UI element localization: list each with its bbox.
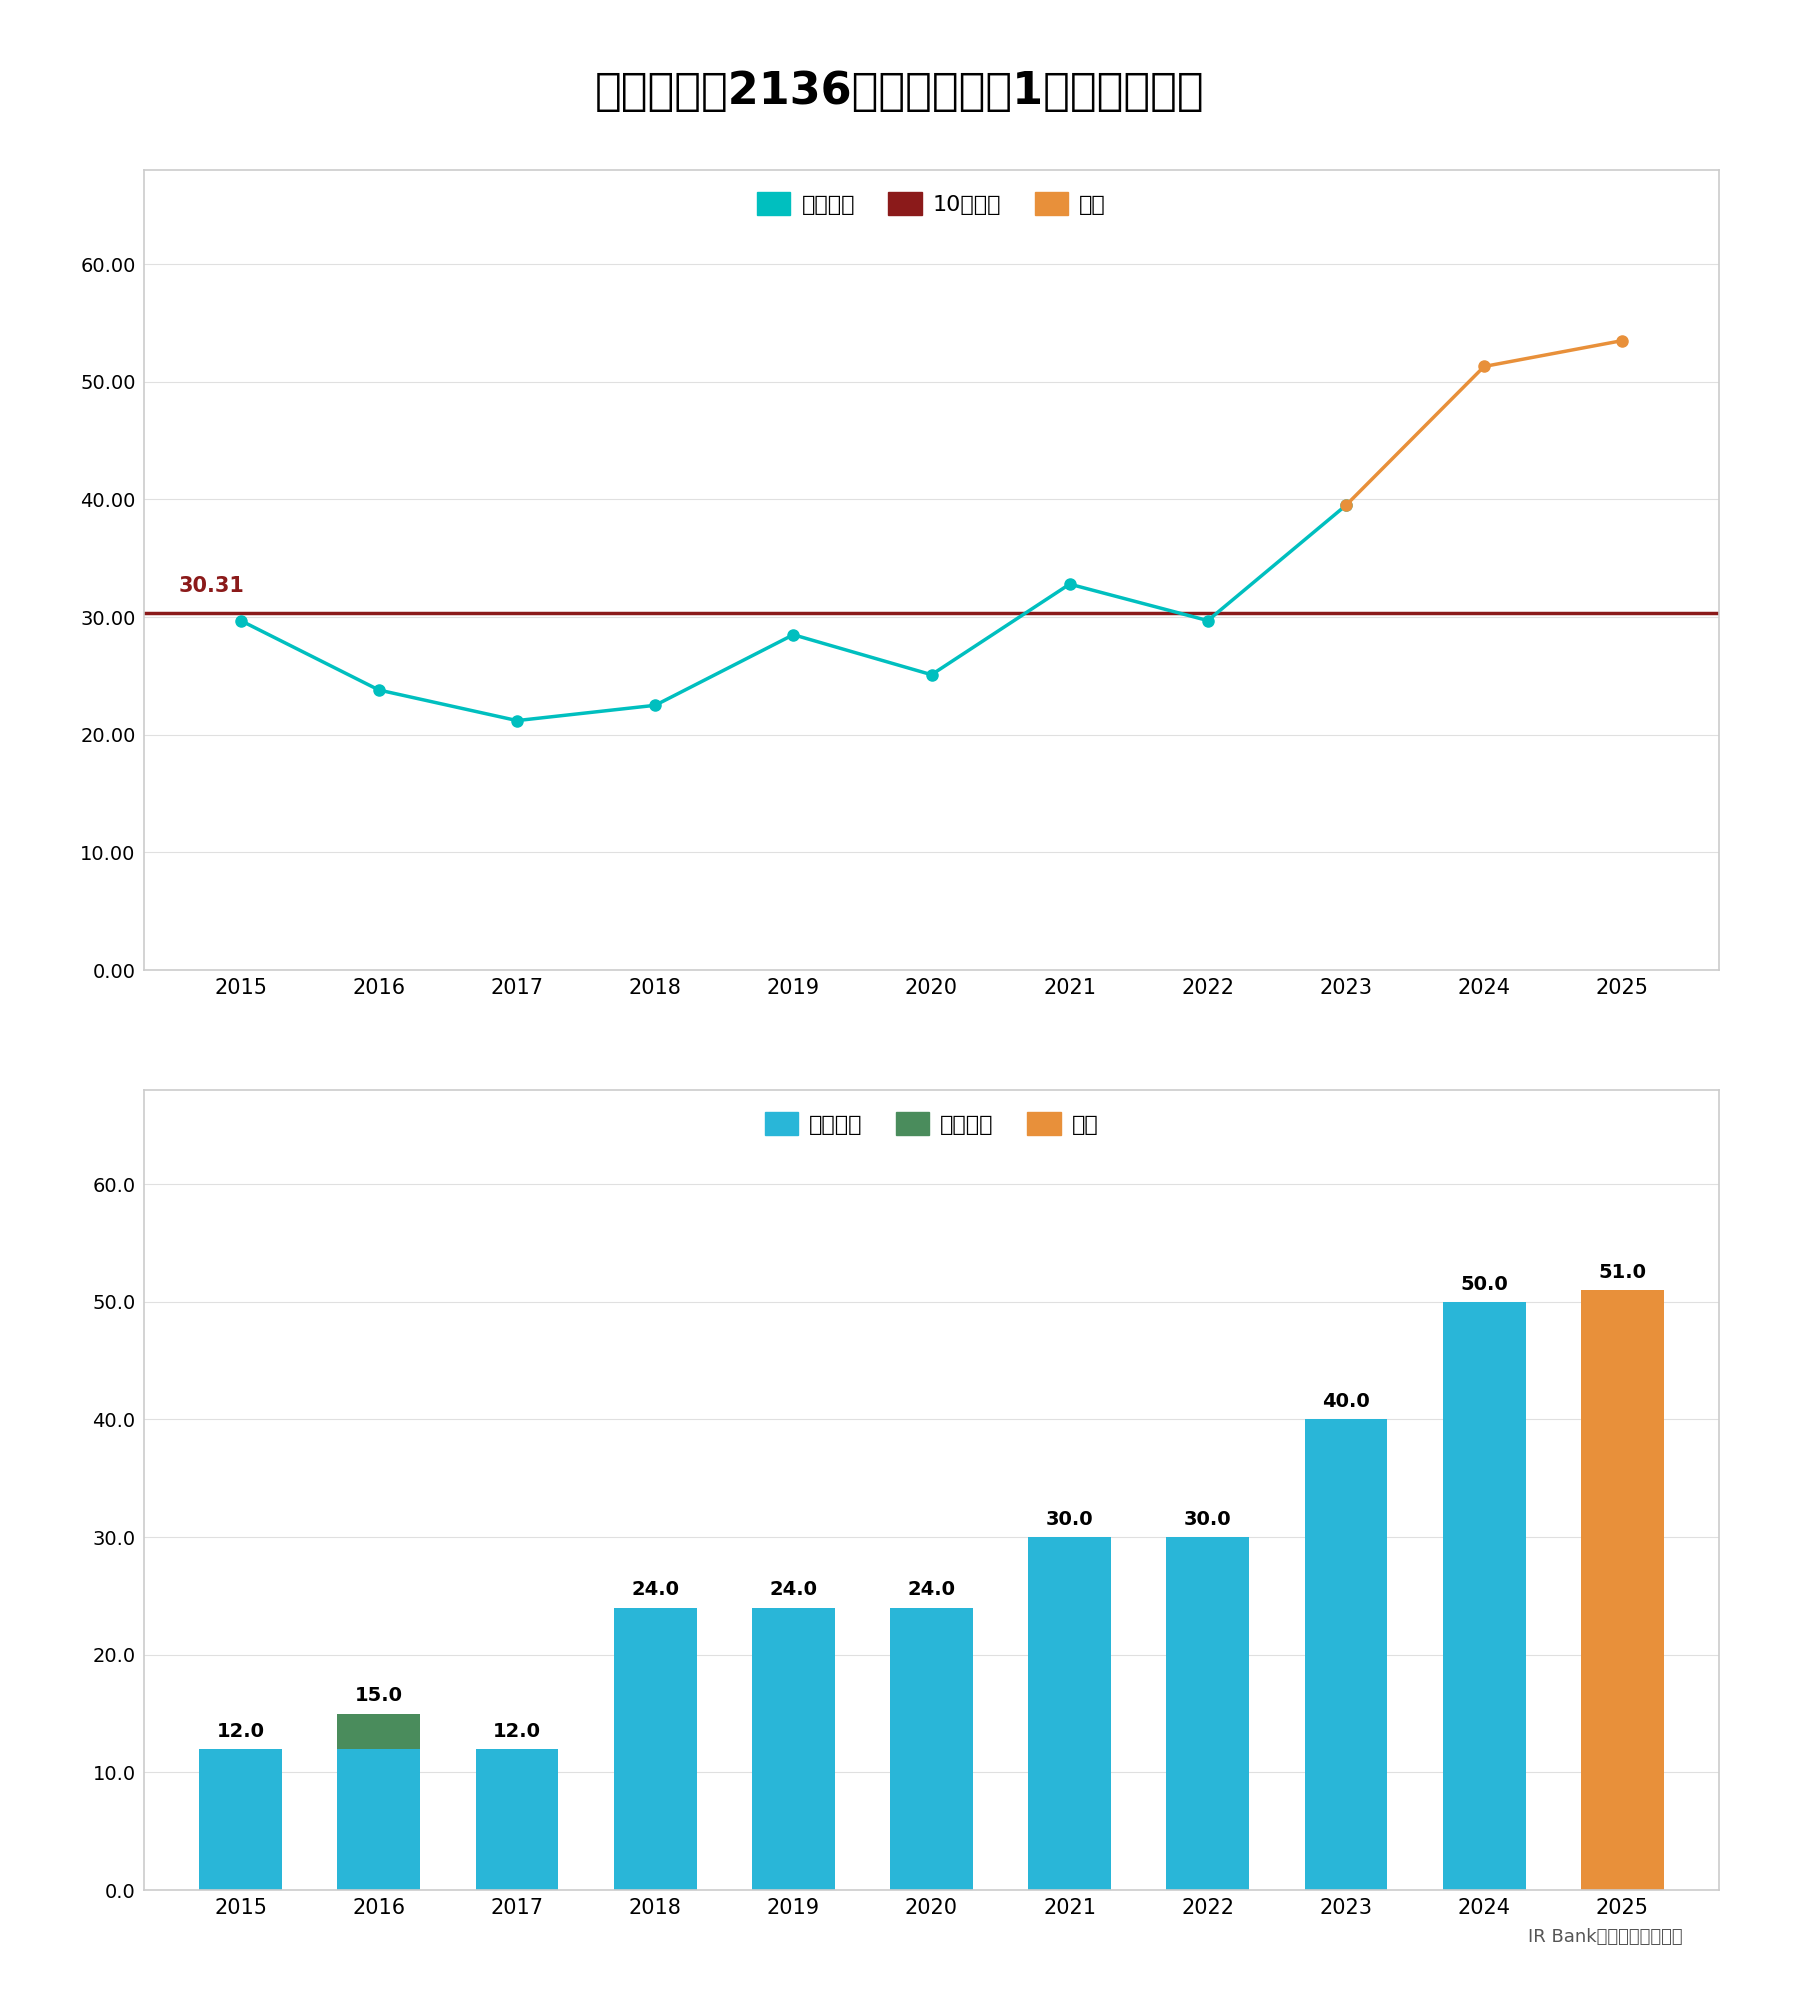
Text: 30.0: 30.0 — [1046, 1510, 1093, 1528]
Legend: 普通配当, 記念配当, 予想: 普通配当, 記念配当, 予想 — [754, 1102, 1109, 1146]
Text: IR Bankのデータより作成: IR Bankのデータより作成 — [1528, 1928, 1683, 1946]
Text: 51.0: 51.0 — [1598, 1262, 1647, 1282]
Bar — [1166, 1538, 1249, 1890]
Bar — [1442, 1302, 1526, 1890]
Bar — [337, 1748, 421, 1890]
Text: 証券コード2136の配当性向・1株配当の推移: 証券コード2136の配当性向・1株配当の推移 — [596, 70, 1204, 112]
Bar — [752, 1608, 835, 1890]
Bar — [1580, 1290, 1663, 1890]
Text: 30.0: 30.0 — [1184, 1510, 1231, 1528]
Text: 30.31: 30.31 — [178, 576, 245, 596]
Text: 12.0: 12.0 — [493, 1722, 542, 1740]
Legend: 配当性向, 10年平均, 予想: 配当性向, 10年平均, 予想 — [745, 182, 1118, 226]
Bar — [337, 1714, 421, 1748]
Bar — [475, 1748, 558, 1890]
Text: 40.0: 40.0 — [1321, 1392, 1370, 1412]
Bar — [1028, 1538, 1111, 1890]
Bar — [889, 1608, 974, 1890]
Text: 15.0: 15.0 — [355, 1686, 403, 1706]
Bar — [614, 1608, 697, 1890]
Text: 24.0: 24.0 — [769, 1580, 817, 1600]
Text: 24.0: 24.0 — [632, 1580, 679, 1600]
Text: 24.0: 24.0 — [907, 1580, 956, 1600]
Bar — [1305, 1420, 1388, 1890]
Text: 12.0: 12.0 — [216, 1722, 265, 1740]
Bar — [200, 1748, 283, 1890]
Text: 50.0: 50.0 — [1460, 1274, 1508, 1294]
